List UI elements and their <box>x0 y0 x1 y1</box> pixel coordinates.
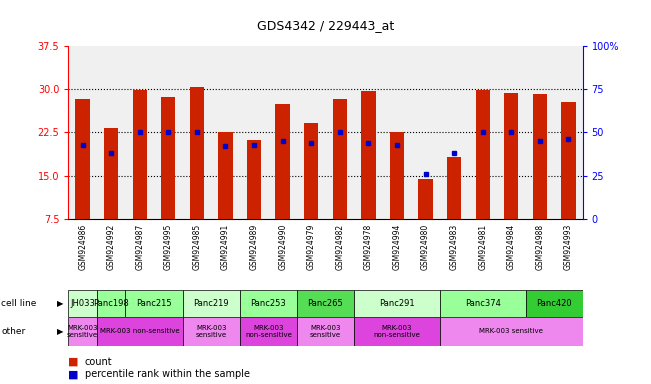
Text: MRK-003
sensitive: MRK-003 sensitive <box>310 325 341 338</box>
Text: MRK-003
non-sensitive: MRK-003 non-sensitive <box>374 325 421 338</box>
Bar <box>390 132 404 219</box>
Bar <box>218 132 232 219</box>
Bar <box>354 317 440 346</box>
Bar <box>354 290 440 317</box>
Text: Panc265: Panc265 <box>308 299 343 308</box>
Text: MRK-003
non-sensitive: MRK-003 non-sensitive <box>245 325 292 338</box>
Bar <box>97 317 183 346</box>
Bar <box>104 128 118 219</box>
Bar <box>533 94 547 219</box>
Bar <box>76 99 90 219</box>
Bar <box>297 317 354 346</box>
Text: count: count <box>85 357 112 367</box>
Bar <box>440 317 583 346</box>
Bar <box>304 123 318 219</box>
Text: Panc198: Panc198 <box>93 299 129 308</box>
Bar <box>525 290 583 317</box>
Bar <box>183 290 240 317</box>
Bar <box>440 290 525 317</box>
Text: Panc291: Panc291 <box>379 299 415 308</box>
Bar <box>190 87 204 219</box>
Text: ▶: ▶ <box>57 327 64 336</box>
Text: Panc253: Panc253 <box>251 299 286 308</box>
Bar <box>275 104 290 219</box>
Bar <box>247 140 261 219</box>
Bar <box>419 179 433 219</box>
Text: Panc420: Panc420 <box>536 299 572 308</box>
Text: ▶: ▶ <box>57 299 64 308</box>
Bar <box>240 290 297 317</box>
Bar <box>333 99 347 219</box>
Bar <box>240 317 297 346</box>
Bar <box>504 93 518 219</box>
Text: ■: ■ <box>68 357 79 367</box>
Text: percentile rank within the sample: percentile rank within the sample <box>85 369 249 379</box>
Text: other: other <box>1 327 25 336</box>
Text: Panc215: Panc215 <box>136 299 172 308</box>
Bar <box>561 102 575 219</box>
Bar <box>126 290 183 317</box>
Text: MRK-003
sensitive: MRK-003 sensitive <box>196 325 227 338</box>
Bar <box>475 91 490 219</box>
Bar <box>68 290 97 317</box>
Text: ■: ■ <box>68 369 79 379</box>
Bar <box>297 290 354 317</box>
Bar <box>68 317 97 346</box>
Text: cell line: cell line <box>1 299 36 308</box>
Text: MRK-003 non-sensitive: MRK-003 non-sensitive <box>100 328 180 334</box>
Bar <box>183 317 240 346</box>
Text: MRK-003 sensitive: MRK-003 sensitive <box>479 328 543 334</box>
Bar <box>133 91 147 219</box>
Text: Panc219: Panc219 <box>193 299 229 308</box>
Text: GDS4342 / 229443_at: GDS4342 / 229443_at <box>257 19 394 32</box>
Text: MRK-003
sensitive: MRK-003 sensitive <box>67 325 98 338</box>
Text: JH033: JH033 <box>70 299 95 308</box>
Bar <box>447 157 461 219</box>
Bar <box>361 91 376 219</box>
Bar <box>97 290 126 317</box>
Text: Panc374: Panc374 <box>465 299 501 308</box>
Bar <box>161 97 176 219</box>
